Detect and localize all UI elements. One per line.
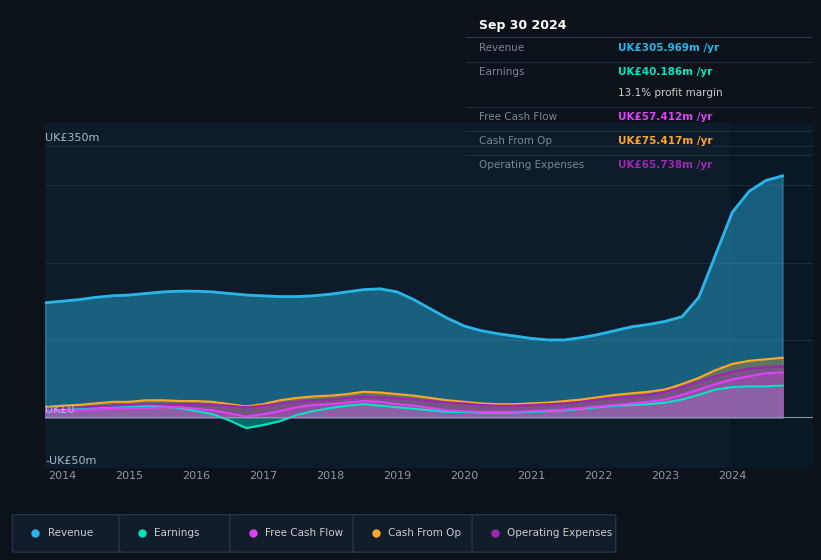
FancyBboxPatch shape [230, 515, 361, 552]
Text: 2014: 2014 [48, 472, 76, 482]
Text: 2017: 2017 [249, 472, 277, 482]
FancyBboxPatch shape [119, 515, 232, 552]
Text: -UK£50m: -UK£50m [45, 456, 97, 466]
Text: 13.1% profit margin: 13.1% profit margin [618, 88, 722, 98]
Text: 2015: 2015 [115, 472, 143, 482]
Text: Sep 30 2024: Sep 30 2024 [479, 19, 566, 32]
Text: Cash From Op: Cash From Op [479, 136, 553, 146]
Text: Operating Expenses: Operating Expenses [479, 160, 585, 170]
Text: UK£350m: UK£350m [45, 133, 99, 143]
Text: UK£57.412m /yr: UK£57.412m /yr [618, 112, 713, 122]
Text: 2019: 2019 [383, 472, 411, 482]
Text: UK£65.738m /yr: UK£65.738m /yr [618, 160, 712, 170]
FancyBboxPatch shape [353, 515, 476, 552]
Bar [732, 123, 813, 468]
Text: Cash From Op: Cash From Op [388, 528, 461, 538]
Text: UK£0: UK£0 [45, 405, 75, 415]
Text: Revenue: Revenue [48, 528, 93, 538]
Text: 2021: 2021 [517, 472, 545, 482]
Text: Earnings: Earnings [479, 67, 525, 77]
Text: Earnings: Earnings [154, 528, 200, 538]
Text: 2020: 2020 [450, 472, 479, 482]
Text: UK£40.186m /yr: UK£40.186m /yr [618, 67, 712, 77]
FancyBboxPatch shape [12, 515, 123, 552]
Text: 2016: 2016 [182, 472, 210, 482]
Text: 2022: 2022 [584, 472, 612, 482]
Text: UK£305.969m /yr: UK£305.969m /yr [618, 43, 719, 53]
Text: Free Cash Flow: Free Cash Flow [479, 112, 557, 122]
Text: 2024: 2024 [718, 472, 746, 482]
Text: 2018: 2018 [316, 472, 344, 482]
Text: UK£75.417m /yr: UK£75.417m /yr [618, 136, 713, 146]
Text: Operating Expenses: Operating Expenses [507, 528, 612, 538]
Text: 2023: 2023 [651, 472, 680, 482]
Text: Free Cash Flow: Free Cash Flow [265, 528, 343, 538]
FancyBboxPatch shape [472, 515, 616, 552]
Text: Revenue: Revenue [479, 43, 525, 53]
